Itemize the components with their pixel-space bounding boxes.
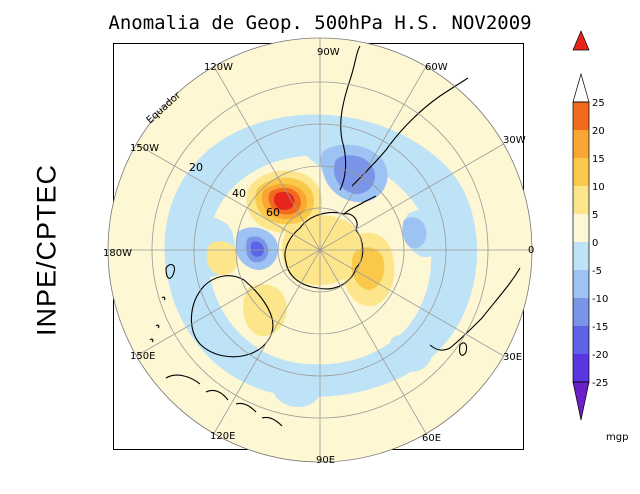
map-title: Anomalia de Geop. 500hPa H.S. NOV2009 — [108, 12, 532, 34]
map-disc-outline — [107, 37, 533, 463]
lon-label-150e: 150E — [130, 351, 155, 362]
colorbar-tick-m5: -5 — [592, 266, 602, 277]
blue-core-nw-deep — [334, 155, 375, 194]
colorbar-tick-m15: -15 — [592, 322, 608, 333]
colorbar-tick-20: 20 — [592, 126, 605, 137]
blue-core-w-deepest — [250, 241, 264, 257]
colorbar-bin-m15-m10 — [573, 298, 589, 326]
colorbar-bottom-arrow — [573, 382, 589, 420]
new-zealand — [165, 263, 175, 279]
madagascar — [459, 342, 468, 356]
colorbar-tick-15: 15 — [592, 154, 605, 165]
colorbar-tick-0: 0 — [592, 238, 598, 249]
graticule — [108, 38, 532, 462]
indonesia-islands — [165, 374, 283, 427]
colorbar-tick-labels: 25 20 15 10 5 0 -5 -10 -15 -20 -25 — [592, 98, 608, 389]
colorbar-bin-m20-m15 — [573, 326, 589, 354]
lon-label-0: 0 — [528, 245, 534, 256]
colorbar-bin-5-10 — [573, 186, 589, 214]
yellow-east-strong — [351, 247, 385, 290]
colorbar-top-arrow — [572, 30, 590, 51]
yellow-south — [243, 284, 287, 337]
south-america-coast — [339, 45, 361, 191]
lon-label-90e: 90E — [316, 455, 335, 466]
colorbar-tick-5: 5 — [592, 210, 598, 221]
colorbar-top-arrow-outline — [572, 72, 590, 103]
lon-label-60e: 60E — [422, 433, 441, 444]
blue-patch-se — [388, 333, 432, 372]
colorbar-bin-20-25 — [573, 102, 589, 130]
antarctic-peninsula — [343, 195, 377, 215]
lon-label-90w: 90W — [317, 47, 340, 58]
lon-label-120e: 120E — [210, 431, 235, 442]
lon-label-120w: 120W — [204, 62, 233, 73]
colorbar-bin-m25-m20 — [573, 354, 589, 382]
lat-label-40: 40 — [232, 187, 246, 200]
lat-label-20: 20 — [189, 161, 203, 174]
blue-patch-sw — [273, 379, 319, 408]
lon-label-150w: 150W — [130, 143, 159, 154]
colorbar-tick-10: 10 — [592, 182, 605, 193]
blue-ring — [164, 114, 478, 397]
anomaly-shading — [164, 114, 478, 408]
colorbar-bottom-arrow-outline — [572, 381, 590, 421]
meridian-60e-120w — [213, 66, 427, 434]
colorbar-bin-0-5 — [573, 214, 589, 242]
longitude-labels: 90W 60W 30W 0 30E 60E 90E 120E 150E 180W… — [103, 47, 534, 466]
lon-label-180w: 180W — [103, 248, 132, 259]
colorbar-bin-15-20 — [573, 130, 589, 158]
lon-label-30w: 30W — [503, 135, 526, 146]
lon-label-60w: 60W — [425, 62, 448, 73]
colorbar-tick-m20: -20 — [592, 350, 608, 361]
colorbar-tick-m25: -25 — [592, 378, 608, 389]
colorbar-bin-m10-m5 — [573, 270, 589, 298]
lon-label-30e: 30E — [503, 352, 522, 363]
pacific-islands — [149, 296, 166, 343]
blue-core-e — [402, 217, 427, 249]
south-america-east — [351, 77, 469, 187]
lat-label-60: 60 — [266, 206, 280, 219]
colorbar-bin-m5-0 — [573, 242, 589, 270]
colorbar: 25 20 15 10 5 0 -5 -10 -15 -20 -25 mgp — [572, 30, 628, 443]
colorbar-tick-m10: -10 — [592, 294, 608, 305]
colorbar-bin-10-15 — [573, 158, 589, 186]
colorbar-unit: mgp — [606, 432, 628, 443]
colorbar-tick-25: 25 — [592, 98, 605, 109]
